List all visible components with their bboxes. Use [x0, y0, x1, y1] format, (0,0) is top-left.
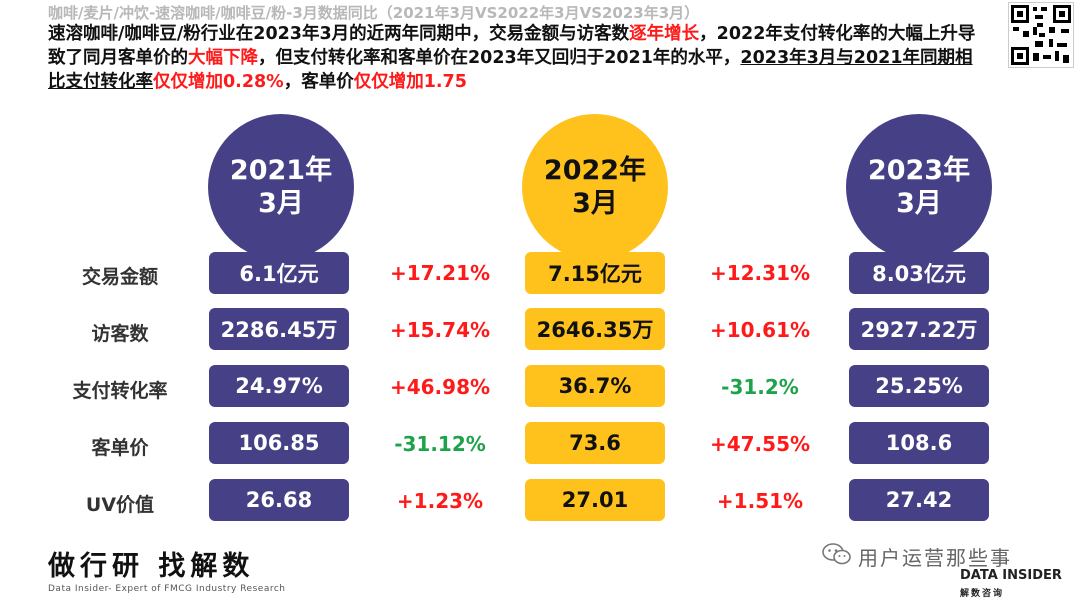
value-2023-avg-order-value: 108.6 [849, 422, 989, 464]
value-2021-uv-value: 26.68 [209, 479, 349, 521]
wechat-icon [822, 542, 852, 571]
value-2022-uv-value: 27.01 [525, 479, 665, 521]
change-2022-2023-uv-value: +1.51% [716, 489, 804, 513]
value-2022-visitors: 2646.35万 [525, 308, 665, 350]
wechat-account-name: 用户运营那些事 [858, 546, 1012, 570]
summary-part-2: ，2022年支付转化率的大幅上升导致了同月客单价的 [48, 24, 976, 68]
change-2022-2023-conversion-rate: -31.2% [721, 375, 799, 399]
value-2023-conversion-rate: 25.25% [849, 365, 989, 407]
value-2021-transaction-amount: 6.1亿元 [209, 252, 349, 294]
period-year: 2023年 [867, 155, 971, 186]
change-2021-2022-uv-value: +1.23% [396, 489, 484, 513]
value-2023-transaction-amount: 8.03亿元 [849, 252, 989, 294]
summary-part-3: ，但支付转化率和客单价在2023年又回归于2021年的水平， [258, 48, 741, 68]
summary-text: 速溶咖啡/咖啡豆/粉行业在2023年3月的近两年同期中，交易金额与访客数逐年增长… [48, 22, 983, 94]
brand-tagline: Data Insider- Expert of FMCG Industry Re… [48, 584, 286, 594]
change-2022-2023-transaction-amount: +12.31% [709, 261, 811, 285]
value-2021-visitors: 2286.45万 [209, 308, 349, 350]
brand-slogan: 做行研 找解数 [48, 551, 255, 582]
period-circle-2021: 2021年 3月 [208, 114, 354, 260]
value-2022-avg-order-value: 73.6 [525, 422, 665, 464]
period-year: 2022年 [543, 155, 647, 186]
period-year: 2021年 [229, 155, 333, 186]
row-label-avg-order-value: 客单价 [91, 437, 149, 459]
row-label-transaction-amount: 交易金额 [81, 266, 158, 288]
value-2022-conversion-rate: 36.7% [525, 365, 665, 407]
wechat-account[interactable]: 用户运营那些事 [822, 542, 1012, 571]
period-month: 3月 [258, 188, 304, 219]
change-2021-2022-visitors: +15.74% [389, 318, 491, 342]
qr-code-icon [1008, 2, 1074, 68]
value-2023-visitors: 2927.22万 [849, 308, 989, 350]
summary-part-5: ，客单价 [283, 72, 354, 92]
change-2021-2022-transaction-amount: +17.21% [389, 261, 491, 285]
change-2022-2023-avg-order-value: +47.55% [709, 432, 811, 456]
change-2021-2022-conversion-rate: +46.98% [389, 375, 491, 399]
period-month: 3月 [572, 188, 618, 219]
summary-part-4: 2023年3月与2021年同期相比支付转化率 [48, 48, 973, 92]
value-2022-transaction-amount: 7.15亿元 [525, 252, 665, 294]
logo-subtext: 解数咨询 [960, 589, 1005, 599]
change-2022-2023-visitors: +10.61% [709, 318, 811, 342]
value-2023-uv-value: 27.42 [849, 479, 989, 521]
summary-highlight-4: 仅仅增加1.75 [353, 72, 467, 92]
page-subtitle: 咖啡/麦片/冲饮-速溶咖啡/咖啡豆/粉-3月数据同比（2021年3月VS2022… [48, 4, 700, 22]
summary-highlight-1: 逐年增长 [629, 24, 700, 44]
row-label-visitors: 访客数 [91, 323, 149, 345]
row-label-conversion-rate: 支付转化率 [72, 380, 168, 402]
summary-highlight-3: 仅仅增加0.28% [153, 72, 284, 92]
change-2021-2022-avg-order-value: -31.12% [394, 432, 486, 456]
value-2021-avg-order-value: 106.85 [209, 422, 349, 464]
period-month: 3月 [896, 188, 942, 219]
logo-text: DATA INSIDER [960, 568, 1062, 583]
value-2021-conversion-rate: 24.97% [209, 365, 349, 407]
period-circle-2023: 2023年 3月 [846, 114, 992, 260]
summary-highlight-2: 大幅下降 [188, 48, 258, 68]
period-circle-2022: 2022年 3月 [522, 114, 668, 260]
row-label-uv-value: UV价值 [85, 494, 155, 516]
summary-part-1: 速溶咖啡/咖啡豆/粉行业在2023年3月的近两年同期中，交易金额与访客数 [48, 24, 630, 44]
